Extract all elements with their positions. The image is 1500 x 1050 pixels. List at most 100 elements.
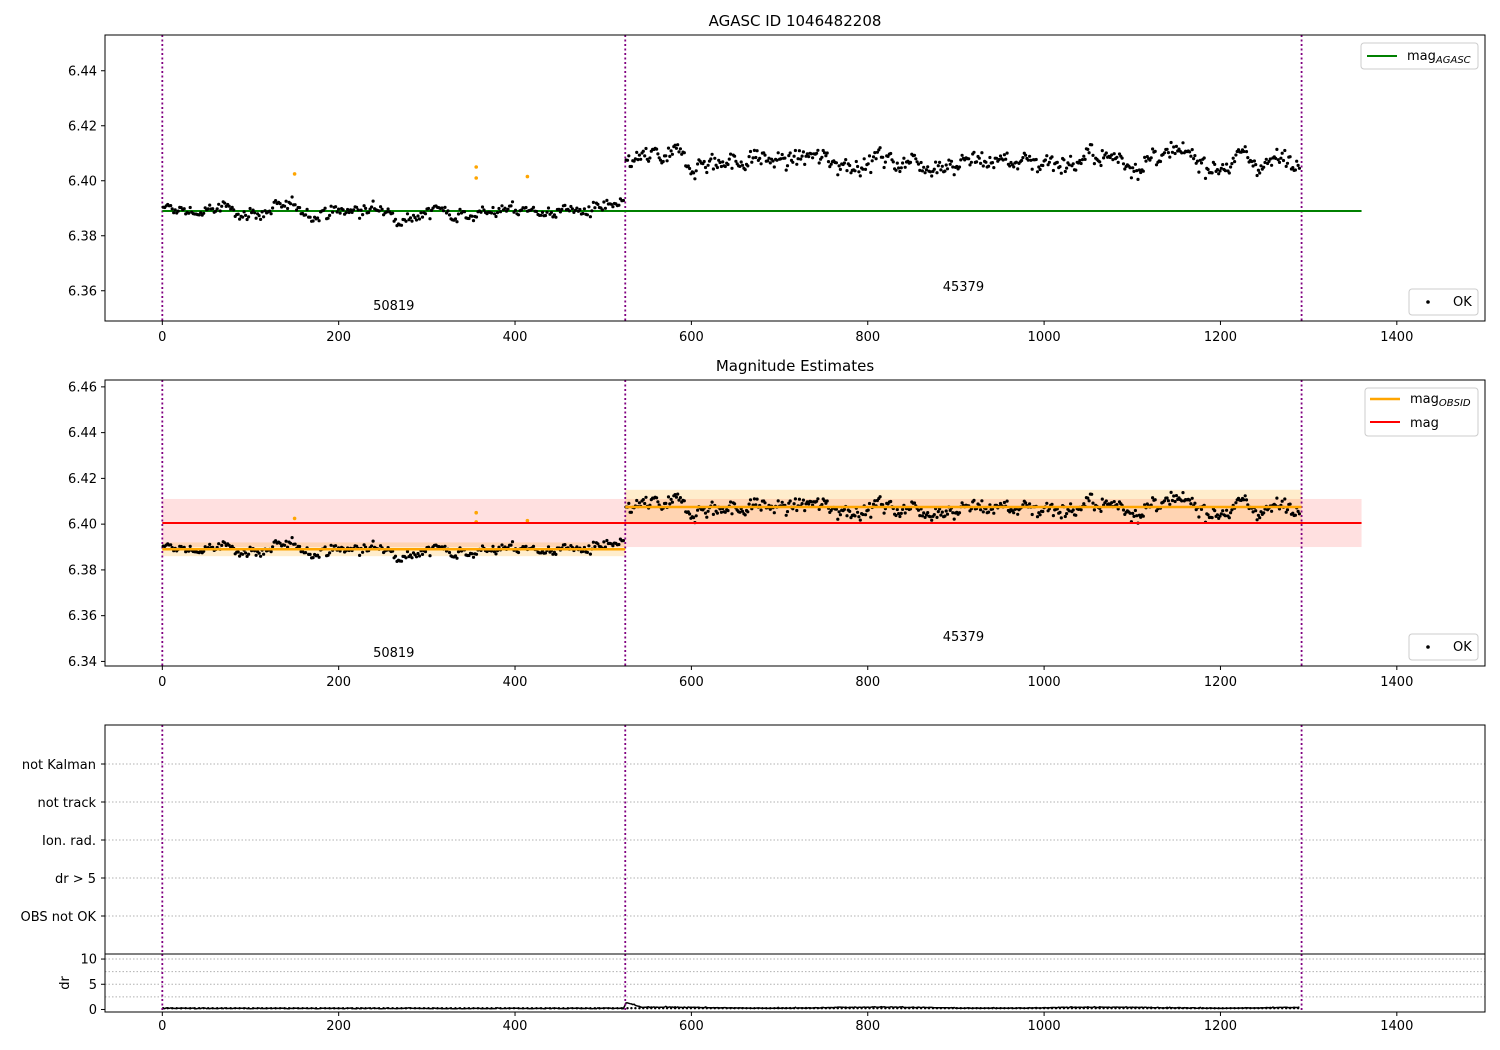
x-tick-label: 800 bbox=[855, 675, 880, 690]
data-point bbox=[1121, 508, 1126, 512]
data-point bbox=[863, 167, 868, 171]
dr-point bbox=[440, 1007, 444, 1010]
data-point bbox=[730, 166, 734, 170]
data-point bbox=[655, 496, 659, 500]
data-point bbox=[1218, 169, 1222, 173]
data-point bbox=[1104, 499, 1108, 503]
data-point bbox=[244, 551, 248, 555]
data-point bbox=[311, 219, 315, 223]
dr-point bbox=[1023, 1007, 1026, 1010]
data-point bbox=[420, 552, 425, 557]
data-point bbox=[848, 509, 852, 513]
data-point bbox=[1246, 156, 1250, 160]
data-point bbox=[635, 150, 639, 154]
data-point bbox=[1012, 165, 1016, 169]
dr-point bbox=[530, 1007, 534, 1010]
data-point bbox=[711, 167, 716, 171]
dr-point bbox=[1277, 1007, 1280, 1010]
dr-point bbox=[1011, 1007, 1014, 1010]
data-point bbox=[587, 205, 591, 209]
data-point bbox=[715, 165, 720, 170]
data-point bbox=[772, 165, 776, 169]
data-point bbox=[1225, 508, 1229, 512]
data-point bbox=[247, 215, 251, 219]
data-point bbox=[668, 154, 672, 158]
data-point bbox=[1050, 502, 1054, 506]
data-point bbox=[1283, 497, 1287, 501]
dr-point bbox=[485, 1007, 489, 1010]
data-point bbox=[669, 497, 673, 501]
data-point bbox=[702, 159, 706, 164]
data-point bbox=[1074, 168, 1078, 172]
data-point bbox=[1166, 151, 1170, 155]
data-point bbox=[1165, 496, 1169, 500]
data-point bbox=[245, 217, 249, 222]
data-point bbox=[1255, 173, 1259, 178]
data-point bbox=[705, 515, 709, 519]
dr-point bbox=[225, 1007, 228, 1010]
dr-point bbox=[915, 1007, 919, 1010]
data-point bbox=[1079, 508, 1083, 512]
data-point bbox=[957, 511, 962, 515]
data-point bbox=[362, 543, 366, 547]
data-point bbox=[581, 211, 585, 216]
data-point bbox=[647, 159, 651, 163]
data-point bbox=[1065, 511, 1069, 516]
data-point bbox=[866, 508, 870, 512]
data-point bbox=[988, 155, 992, 160]
dr-point bbox=[278, 1007, 282, 1010]
data-point bbox=[1035, 515, 1040, 519]
dr-point bbox=[864, 1007, 867, 1010]
data-point bbox=[768, 161, 772, 165]
data-point bbox=[824, 154, 828, 158]
dr-point bbox=[892, 1007, 895, 1010]
data-point bbox=[793, 148, 798, 153]
data-point bbox=[932, 513, 936, 517]
data-point bbox=[1059, 171, 1063, 175]
dr-point bbox=[626, 1007, 629, 1010]
dr-point bbox=[463, 1007, 466, 1010]
data-point bbox=[1263, 160, 1267, 165]
data-point bbox=[940, 164, 944, 168]
dr-point bbox=[713, 1007, 716, 1010]
dr-point bbox=[1185, 1007, 1189, 1010]
data-point bbox=[172, 211, 176, 215]
dr-point bbox=[377, 1007, 381, 1010]
data-point bbox=[560, 207, 564, 211]
data-point-flagged bbox=[292, 172, 297, 176]
data-point bbox=[952, 173, 956, 177]
data-point bbox=[1262, 511, 1266, 515]
dr-point bbox=[1086, 1007, 1090, 1010]
data-point bbox=[1199, 507, 1204, 511]
data-point bbox=[721, 160, 725, 164]
data-point bbox=[1151, 147, 1155, 151]
data-point bbox=[873, 499, 877, 503]
data-point bbox=[928, 170, 933, 174]
data-point bbox=[1213, 509, 1217, 513]
data-point bbox=[1174, 144, 1178, 148]
data-point bbox=[918, 514, 922, 518]
data-point bbox=[901, 161, 905, 165]
data-point bbox=[447, 550, 452, 555]
data-point bbox=[1153, 498, 1157, 502]
dr-point bbox=[166, 1007, 169, 1010]
dr-point bbox=[1296, 1007, 1300, 1010]
dr-point bbox=[242, 1007, 246, 1010]
data-point bbox=[807, 155, 811, 159]
data-point bbox=[746, 164, 750, 168]
data-point bbox=[705, 170, 709, 175]
data-point bbox=[169, 204, 173, 208]
data-point bbox=[262, 552, 266, 556]
dr-point bbox=[796, 1007, 800, 1010]
dr-point bbox=[1015, 1007, 1018, 1010]
data-point bbox=[844, 158, 848, 162]
data-point bbox=[1099, 509, 1103, 513]
data-point bbox=[1274, 156, 1278, 160]
data-point bbox=[692, 516, 696, 520]
data-point bbox=[474, 215, 479, 219]
data-point bbox=[898, 169, 902, 174]
data-point bbox=[405, 212, 410, 216]
data-point bbox=[328, 213, 332, 217]
x-tick-label: 800 bbox=[855, 1019, 880, 1034]
data-point bbox=[588, 215, 593, 219]
